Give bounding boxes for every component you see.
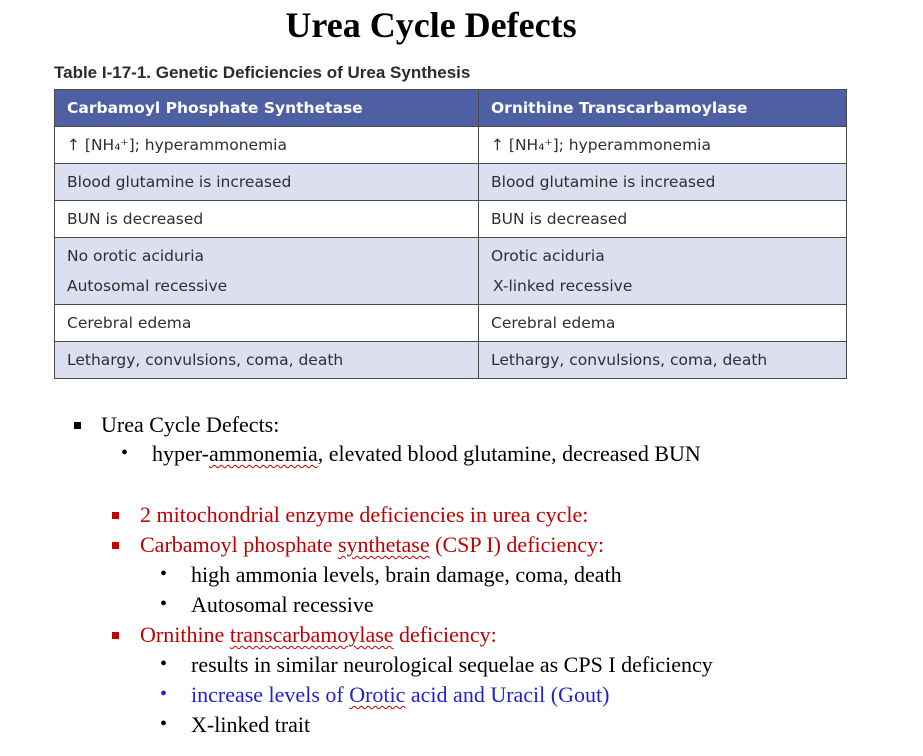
cell-otc-bun: BUN is decreased bbox=[478, 200, 847, 238]
table-row: Lethargy, convulsions, coma, death Letha… bbox=[54, 341, 847, 379]
dot-bullet-icon: • bbox=[160, 713, 168, 735]
header-cps: Carbamoyl Phosphate Synthetase bbox=[54, 89, 479, 127]
dot-bullet-icon: • bbox=[160, 563, 168, 585]
note-cps-effects: high ammonia levels, brain damage, coma,… bbox=[191, 562, 622, 587]
cell-cps-edema: Cerebral edema bbox=[54, 304, 479, 342]
note-symptoms: hyper-ammonemia, elevated blood glutamin… bbox=[152, 441, 701, 466]
square-bullet-icon bbox=[112, 632, 119, 639]
cell-cps-ammonia: ↑ [NH₄⁺]; hyperammonemia bbox=[54, 126, 479, 164]
note-otc-deficiency: Ornithine transcarbamoylase deficiency: bbox=[140, 622, 497, 647]
table-caption: Table I-17-1. Genetic Deficiencies of Ur… bbox=[54, 63, 471, 82]
deficiency-table: Carbamoyl Phosphate Synthetase Ornithine… bbox=[54, 89, 847, 379]
cell-cps-inheritance: Autosomal recessive bbox=[67, 277, 228, 295]
note-otc-sequelae: results in similar neurological sequelae… bbox=[191, 652, 713, 677]
cell-otc-edema: Cerebral edema bbox=[478, 304, 847, 342]
table-row: No orotic aciduria Autosomal recessive O… bbox=[54, 237, 847, 305]
table-row: Blood glutamine is increased Blood gluta… bbox=[54, 163, 847, 201]
note-urea-cycle-defects: Urea Cycle Defects: bbox=[101, 412, 280, 437]
cell-otc-inheritance: X-linked recessive bbox=[493, 277, 633, 295]
note-mito-enzymes: 2 mitochondrial enzyme deficiencies in u… bbox=[140, 502, 589, 527]
note-otc-orotic: increase levels of Orotic acid and Uraci… bbox=[191, 682, 610, 707]
note-cps-inheritance: Autosomal recessive bbox=[191, 592, 374, 617]
dot-bullet-icon: • bbox=[160, 593, 168, 615]
cell-cps-orotic: No orotic aciduria Autosomal recessive bbox=[54, 237, 479, 305]
square-bullet-icon bbox=[112, 542, 119, 549]
square-bullet-icon bbox=[74, 422, 81, 429]
cell-otc-glutamine: Blood glutamine is increased bbox=[478, 163, 847, 201]
cell-cps-bun: BUN is decreased bbox=[54, 200, 479, 238]
dot-bullet-icon: • bbox=[160, 653, 168, 675]
table-row: BUN is decreased BUN is decreased bbox=[54, 200, 847, 238]
cell-otc-symptoms: Lethargy, convulsions, coma, death bbox=[478, 341, 847, 379]
cell-otc-orotic: Orotic aciduria X-linked recessive bbox=[478, 237, 847, 305]
table-row: ↑ [NH₄⁺]; hyperammonemia ↑ [NH₄⁺]; hyper… bbox=[54, 126, 847, 164]
note-cps-deficiency: Carbamoyl phosphate synthetase (CSP I) d… bbox=[140, 532, 605, 557]
header-otc: Ornithine Transcarbamoylase bbox=[478, 89, 847, 127]
cell-otc-orotic-line1: Orotic aciduria bbox=[491, 247, 605, 265]
table-header-row: Carbamoyl Phosphate Synthetase Ornithine… bbox=[54, 89, 847, 127]
square-bullet-icon bbox=[112, 512, 119, 519]
cell-cps-orotic-line1: No orotic aciduria bbox=[67, 247, 205, 265]
table-row: Cerebral edema Cerebral edema bbox=[54, 304, 847, 342]
cell-cps-glutamine: Blood glutamine is increased bbox=[54, 163, 479, 201]
dot-bullet-icon: • bbox=[121, 442, 129, 464]
dot-bullet-icon: • bbox=[160, 683, 168, 705]
cell-otc-ammonia: ↑ [NH₄⁺]; hyperammonemia bbox=[478, 126, 847, 164]
page-title: Urea Cycle Defects bbox=[285, 5, 577, 45]
note-otc-inheritance: X-linked trait bbox=[191, 712, 311, 737]
cell-cps-symptoms: Lethargy, convulsions, coma, death bbox=[54, 341, 479, 379]
